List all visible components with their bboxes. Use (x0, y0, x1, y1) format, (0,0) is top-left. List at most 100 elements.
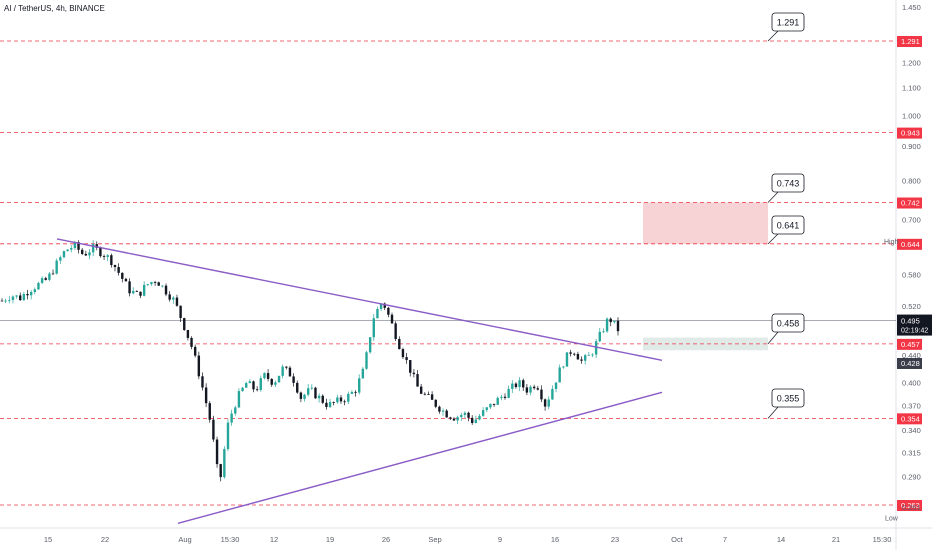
candle-body (434, 399, 437, 407)
callout-label: 0.743 (777, 179, 800, 189)
chart-title: AI / TetherUS, 4h, BINANCE (4, 4, 105, 13)
candle-body (270, 378, 273, 385)
candle-body (226, 422, 230, 450)
levels-layer (0, 40, 896, 506)
candle-body (40, 278, 44, 283)
callout-label: 0.458 (777, 319, 800, 329)
time-axis[interactable]: 15 22 Aug 15:30 12 19 26 Sep 9 16 23 Oct 7 14 21 15:30 (44, 535, 892, 544)
price-axis[interactable]: 1.450 1.291 1.200 1.100 1.000 0.943 0.900 0.800… (884, 3, 932, 522)
candle-body (573, 353, 576, 355)
candle-body (44, 278, 47, 280)
candle-body (409, 360, 412, 373)
current-box-bg (897, 357, 922, 369)
candle-body (142, 284, 146, 296)
candle-body (456, 417, 459, 421)
candle-body (73, 242, 77, 249)
candle-body (135, 291, 139, 292)
candle-body (303, 394, 306, 399)
level-tag-bg (897, 238, 922, 250)
candle-body (91, 244, 95, 253)
candle-body (416, 374, 419, 387)
candle-body (296, 382, 299, 393)
candle-body (507, 388, 510, 398)
y-tick-label: 0.370 (902, 401, 921, 410)
candle-body (336, 397, 339, 403)
level-tag-bg (897, 500, 922, 511)
candle-body (193, 346, 197, 356)
candle-body (179, 305, 182, 319)
candle-body (569, 352, 572, 354)
candle-body (241, 387, 244, 392)
candle-body (237, 391, 241, 408)
candle-body (153, 282, 157, 283)
candle-body (175, 297, 179, 306)
callout-4: 0.355 (767, 388, 805, 419)
candle-body (609, 318, 612, 323)
x-tick-label: Oct (671, 535, 684, 544)
candle-body (124, 278, 128, 282)
candle-body (106, 255, 109, 257)
candle-body (62, 251, 66, 258)
candle-body (168, 294, 171, 300)
candle-body (540, 389, 543, 400)
candle-body (358, 378, 361, 393)
candle-body (248, 381, 252, 384)
level-tag-bg (897, 338, 922, 350)
candle-body (150, 282, 153, 285)
x-tick-label: 15:30 (221, 535, 240, 544)
candle-body (438, 406, 441, 412)
candle-body (383, 303, 386, 308)
candle-body (481, 410, 485, 416)
candle-body (139, 291, 142, 296)
callout-box (771, 173, 805, 193)
y-tick-label: 1.200 (902, 58, 921, 67)
candle-body (99, 247, 102, 257)
candle-body (376, 308, 379, 319)
x-tick-label: 16 (551, 535, 559, 544)
candle-body (347, 393, 350, 402)
candle-body (489, 403, 492, 408)
candle-body (613, 320, 616, 323)
candle-body (580, 359, 583, 361)
candle-body (172, 297, 175, 300)
x-tick-label: Aug (178, 535, 191, 544)
candle-body (321, 395, 324, 403)
candle-body (471, 417, 474, 424)
y-tick-label: 1.100 (902, 84, 921, 93)
candles-layer (0, 240, 620, 482)
candle-body (449, 417, 452, 419)
candle-body (460, 415, 463, 418)
candle-body (48, 273, 51, 280)
callout-pointer (767, 233, 779, 245)
current-box-value: 0.428 (901, 359, 920, 368)
candle-body (492, 403, 496, 405)
candle-body (204, 387, 208, 404)
candle-body (427, 394, 430, 395)
candle-body (255, 389, 259, 391)
callout-pointer (767, 30, 779, 42)
candle-body (332, 402, 335, 403)
candle-body (325, 402, 328, 407)
callouts-layer: 1.291 0.743 0.641 0.458 0.355 (767, 12, 805, 419)
candle-body (478, 415, 481, 420)
y-tick-label: 1.450 (902, 3, 921, 12)
y-tick-label: 0.520 (902, 302, 921, 311)
candle-body (314, 387, 317, 399)
candle-body (263, 373, 266, 379)
candle-body (594, 341, 598, 355)
x-tick-label: 9 (498, 535, 502, 544)
y-tick-label: 0.400 (902, 379, 921, 388)
candle-body (128, 281, 131, 294)
candle-body (77, 242, 80, 250)
candle-body (529, 386, 532, 393)
candle-body (452, 418, 456, 421)
candle-body (551, 388, 554, 400)
candle-body (208, 403, 211, 420)
candle-body (274, 382, 277, 385)
level-tag-bg (897, 197, 922, 209)
candle-body (532, 386, 536, 389)
candle-body (423, 393, 427, 395)
